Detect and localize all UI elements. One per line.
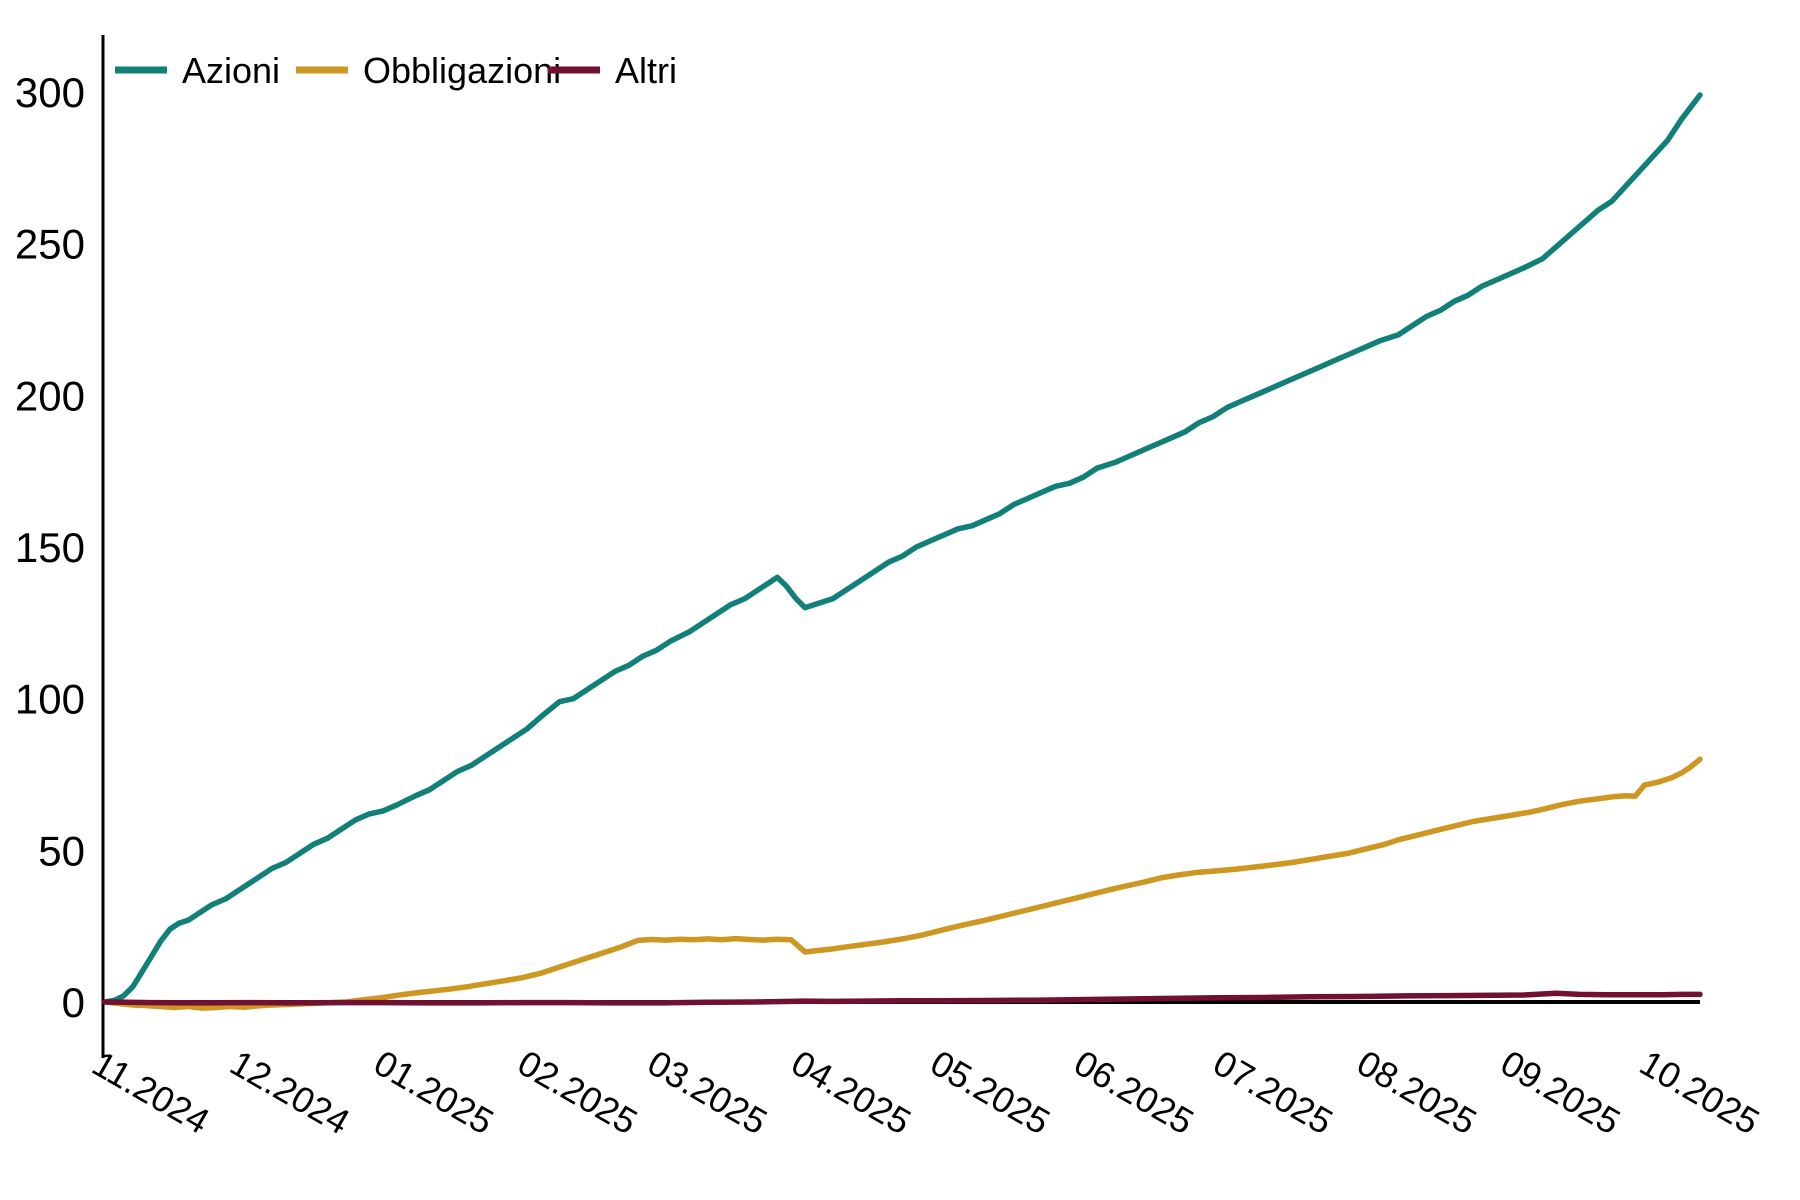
x-tick-label: 03.2025 xyxy=(641,1042,774,1143)
y-tick-label: 0 xyxy=(62,979,85,1026)
x-tick-label: 07.2025 xyxy=(1207,1042,1340,1143)
x-tick-label: 08.2025 xyxy=(1350,1042,1483,1143)
y-axis-ticks: 0 50 100 150 200 250 300 xyxy=(15,69,85,1026)
y-tick-label: 100 xyxy=(15,676,85,723)
legend-item-altri: Altri xyxy=(548,50,677,91)
legend-label-altri: Altri xyxy=(615,50,677,91)
x-tick-label: 01.2025 xyxy=(367,1042,500,1143)
series-line-altri xyxy=(102,990,1703,1006)
x-tick-label: 02.2025 xyxy=(511,1042,644,1143)
y-tick-label: 250 xyxy=(15,221,85,268)
y-tick-label: 50 xyxy=(38,827,85,874)
y-tick-label: 300 xyxy=(15,69,85,116)
legend-item-azioni: Azioni xyxy=(115,50,280,91)
x-tick-label: 04.2025 xyxy=(785,1042,918,1143)
y-tick-label: 200 xyxy=(15,372,85,419)
series-line-azioni xyxy=(102,92,1703,1005)
series-lines xyxy=(102,92,1703,1011)
legend-label-azioni: Azioni xyxy=(182,50,280,91)
series-line-obbligazioni xyxy=(102,756,1703,1011)
x-tick-label: 10.2025 xyxy=(1633,1042,1766,1143)
legend: Azioni Obbligazioni Altri xyxy=(115,50,677,91)
x-tick-label: 09.2025 xyxy=(1494,1042,1627,1143)
x-tick-label: 11.2024 xyxy=(86,1043,217,1142)
y-tick-label: 150 xyxy=(15,524,85,571)
x-tick-label: 12.2024 xyxy=(224,1042,357,1143)
legend-item-obbligazioni: Obbligazioni xyxy=(296,50,561,91)
x-tick-label: 06.2025 xyxy=(1067,1042,1200,1143)
x-tick-label: 05.2025 xyxy=(924,1042,1057,1143)
legend-label-obbligazioni: Obbligazioni xyxy=(363,50,561,91)
